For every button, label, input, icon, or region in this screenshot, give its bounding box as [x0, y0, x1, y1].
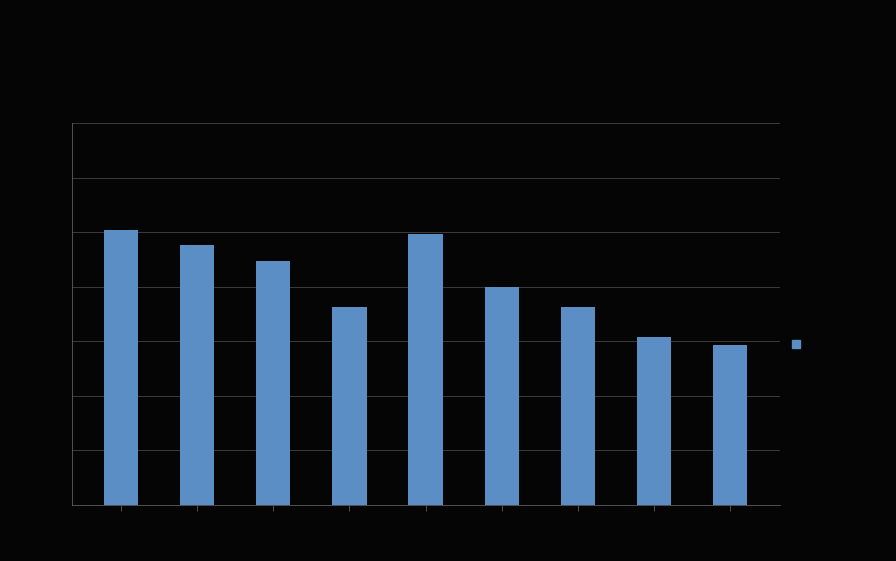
- Bar: [104, 230, 138, 505]
- Legend: : [792, 339, 809, 350]
- Bar: [409, 234, 443, 505]
- Bar: [637, 337, 671, 505]
- Bar: [485, 287, 519, 505]
- Bar: [180, 246, 214, 505]
- Bar: [256, 261, 290, 505]
- Bar: [561, 306, 595, 505]
- Bar: [713, 344, 747, 505]
- Bar: [332, 306, 366, 505]
